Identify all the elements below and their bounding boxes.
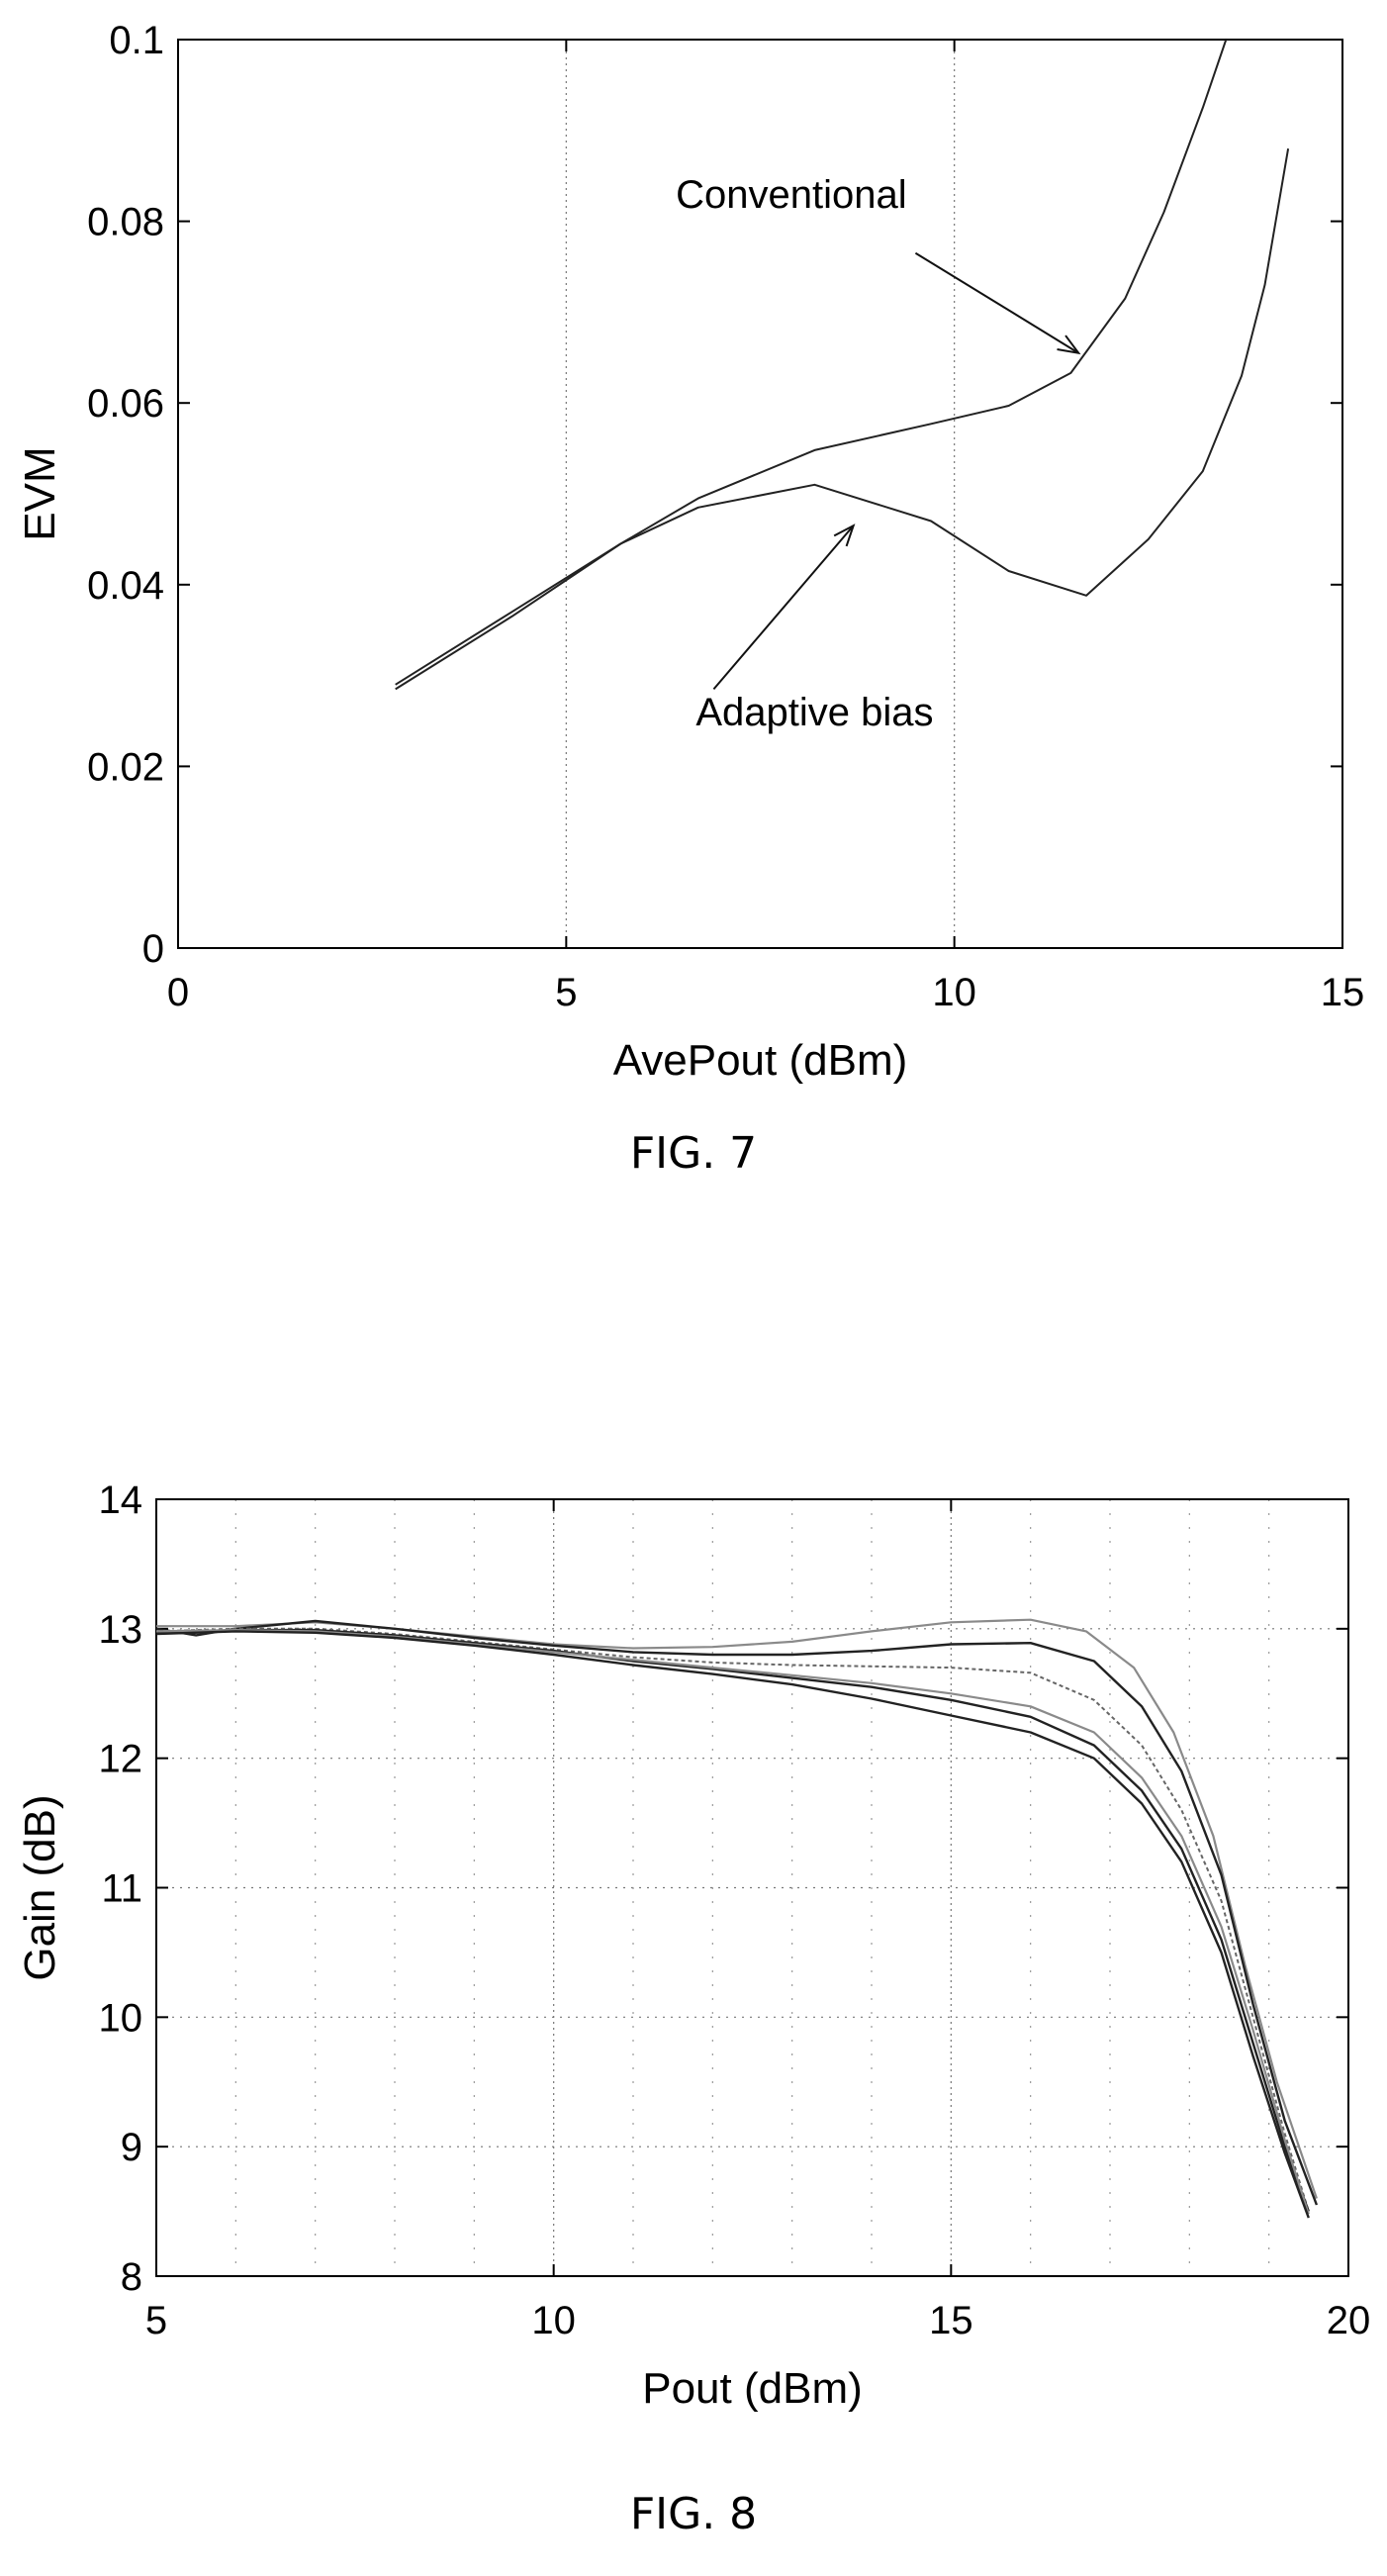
x-tick-label: 20 <box>1327 2299 1371 2342</box>
figure-7-caption: FIG. 7 <box>629 1128 758 1179</box>
y-tick-label: 0.06 <box>87 382 164 426</box>
gain-curve-2 <box>156 1619 1319 2206</box>
annotation-arrow <box>712 525 855 691</box>
series-adaptive-bias <box>395 148 1290 686</box>
annotation-arrow <box>914 251 1079 354</box>
y-axis-label: EVM <box>16 446 64 540</box>
x-axis-label: AvePout (dBm) <box>613 1036 908 1085</box>
y-tick-label: 8 <box>121 2255 142 2299</box>
figure-8: 5 10 15 20 8 9 10 11 12 13 14 Pout (dBm) Gain (dB) F… <box>0 1425 1387 2571</box>
y-tick-label: 9 <box>121 2126 142 2169</box>
y-tick-label: 0.08 <box>87 201 164 244</box>
plot-frame <box>177 39 1343 949</box>
gain-curve-4 <box>156 1628 1310 2213</box>
y-tick-label: 12 <box>99 1738 143 1781</box>
x-tick-label: 15 <box>1321 971 1365 1014</box>
y-tick-label: 14 <box>99 1479 143 1522</box>
x-tick-label: 0 <box>167 971 189 1014</box>
y-tick-label: 13 <box>99 1608 143 1652</box>
figure-7: 0 5 10 15 0 0.02 0.04 0.06 0.08 0.1 AvePout (dBm) E… <box>0 0 1387 1237</box>
x-tick-label: 5 <box>145 2299 167 2342</box>
annotation-conventional: Conventional <box>676 173 907 217</box>
x-tick-label: 15 <box>929 2299 973 2342</box>
annotation-arrowhead <box>833 524 856 547</box>
evm-chart: 0 5 10 15 0 0.02 0.04 0.06 0.08 0.1 AvePout (dBm) E… <box>16 19 1365 1085</box>
gain-curve-5 <box>156 1629 1310 2215</box>
gain-chart: 5 10 15 20 8 9 10 11 12 13 14 Pout (dBm) Gain (dB) <box>16 1479 1371 2413</box>
y-axis-label: Gain (dB) <box>16 1794 64 1980</box>
y-tick-label: 0.1 <box>109 19 164 62</box>
y-tick-label: 11 <box>101 1867 142 1911</box>
x-tick-label: 10 <box>932 971 976 1014</box>
x-axis-label: Pout (dBm) <box>642 2364 863 2413</box>
y-tick-label: 0 <box>142 927 164 971</box>
y-tick-label: 0.04 <box>87 564 164 608</box>
series-conventional <box>395 40 1228 691</box>
x-tick-label: 10 <box>531 2299 576 2342</box>
y-tick-label: 0.02 <box>87 745 164 789</box>
annotation-arrowhead <box>1057 334 1081 355</box>
gain-curve-6 <box>156 1630 1310 2219</box>
gain-curve-3 <box>156 1627 1310 2212</box>
x-tick-label: 5 <box>555 971 577 1014</box>
figure-8-caption: FIG. 8 <box>629 2489 758 2539</box>
annotation-adaptive-bias: Adaptive bias <box>695 691 933 734</box>
y-tick-label: 10 <box>99 1996 143 2040</box>
